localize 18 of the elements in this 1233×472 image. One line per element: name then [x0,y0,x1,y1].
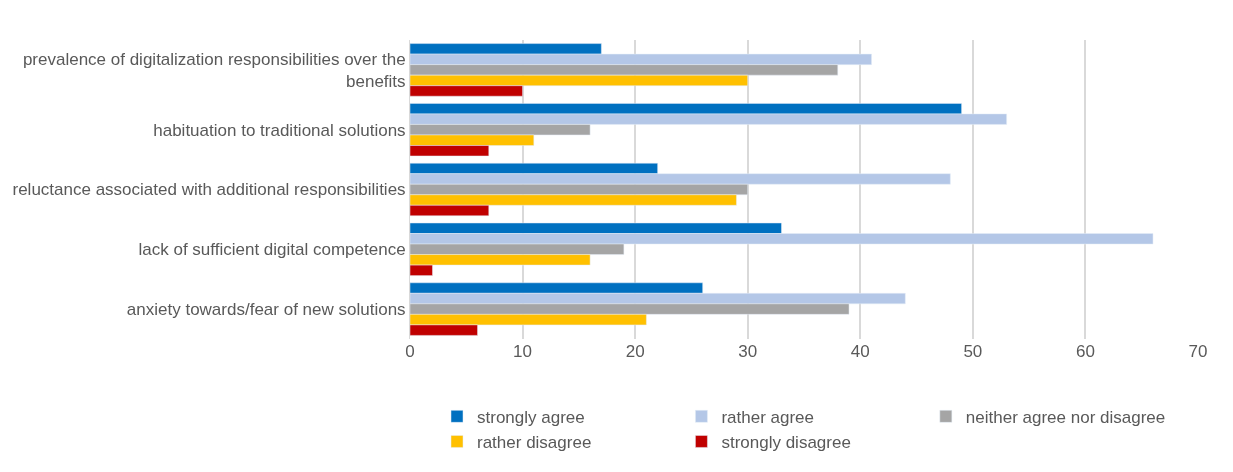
y-tick-label: reluctance associated with additional responsibilities [12,180,406,200]
y-tick-label: lack of sufficient digital competence [138,240,406,260]
x-tick-label: 50 [963,342,983,361]
y-tick-label: prevalence of digitalization responsibilities over the benefits [22,49,406,91]
x-tick-label: 40 [850,342,870,361]
x-tick-label: 10 [513,342,533,361]
legend-label: rather disagree [477,433,592,453]
y-tick-label: anxiety towards/fear of new solutions [126,300,406,320]
x-tick-label: 70 [1188,342,1208,361]
x-tick-label: 30 [738,342,758,361]
y-tick-label: habituation to traditional solutions [153,120,406,140]
legend-label: strongly disagree [721,433,851,453]
x-tick-label: 0 [405,342,415,361]
legend-label: neither agree nor disagree [965,407,1166,427]
x-tick-label: 20 [625,342,645,361]
legend-label: strongly agree [477,407,585,427]
x-tick-label: 60 [1075,342,1095,361]
legend-label: rather agree [721,407,815,427]
